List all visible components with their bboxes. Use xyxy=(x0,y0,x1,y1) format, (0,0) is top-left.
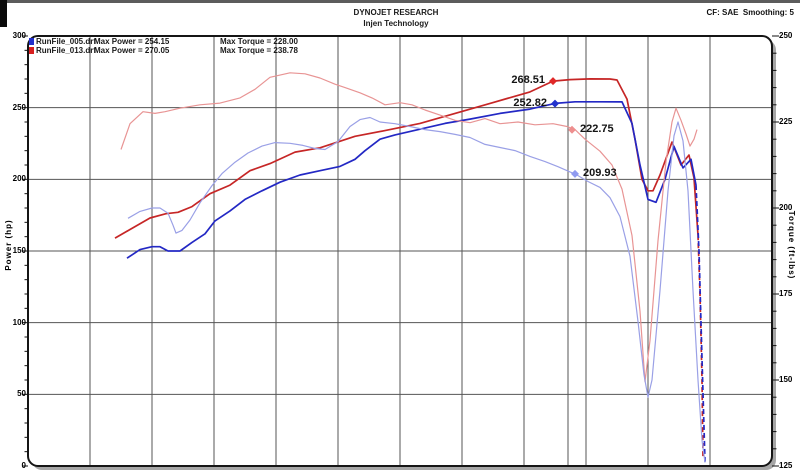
y-right-tick-label: 125 xyxy=(779,461,793,470)
report-subtitle: Injen Technology xyxy=(363,19,429,28)
curve-runfile-005-drf-torque xyxy=(127,116,706,463)
point-value-label: 209.93 xyxy=(583,166,617,179)
point-value-label: 222.75 xyxy=(580,122,614,135)
report-title: DYNOJET RESEARCH xyxy=(353,8,439,17)
y-right-tick-label: 150 xyxy=(779,375,793,384)
point-value-label: 252.82 xyxy=(513,96,547,109)
gridlines xyxy=(28,36,772,466)
curves xyxy=(114,72,706,463)
point-markers xyxy=(549,77,579,178)
window-top-edge xyxy=(0,0,800,3)
legend-run005-file: RunFile_005.drf xyxy=(36,37,97,46)
legend-color-chip-run013 xyxy=(29,46,34,54)
point-marker-diamond xyxy=(549,77,557,86)
power-axis-title: Power (hp) xyxy=(4,219,13,271)
y-left-tick-label: 250 xyxy=(12,102,26,112)
curve-runfile-013-drf-torque xyxy=(120,72,698,383)
correction-smoothing-info: CF: SAE Smoothing: 5 xyxy=(706,8,794,17)
y-left-tick-label: 300 xyxy=(12,31,26,40)
y-right-tick-label: 175 xyxy=(779,289,793,298)
window-corner-tab xyxy=(0,0,7,27)
y-left-tick-label: 50 xyxy=(17,389,26,399)
y-left-tick-label: 100 xyxy=(12,317,26,327)
y-left-tick-label: 150 xyxy=(12,246,26,255)
curve-runfile-005-drf-power xyxy=(126,100,697,259)
point-marker-diamond xyxy=(568,125,576,134)
legend-run005-torque: Max Torque = 228.00 xyxy=(220,37,298,46)
y-right-tick-label: 200 xyxy=(779,203,793,212)
point-marker-diamond xyxy=(571,169,579,178)
legend-run005-power: Max Power = 254.15 xyxy=(94,37,170,46)
legend-run013-torque: Max Torque = 238.78 xyxy=(220,45,298,55)
curve-runfile-005-drf-power-dashed-tail- xyxy=(695,185,706,462)
curve-runfile-013-drf-power xyxy=(114,78,699,239)
axis-ticks xyxy=(22,35,779,467)
y-left-tick-label: 0 xyxy=(21,461,26,470)
point-value-label: 268.51 xyxy=(511,74,545,87)
y-right-tick-label: 225 xyxy=(779,117,793,126)
torque-axis-title: Torque (ft-lbs) xyxy=(787,210,796,280)
y-left-tick-label: 200 xyxy=(12,174,26,184)
legend-run013-file: RunFile_013.drf xyxy=(36,45,97,55)
legend-color-chip-run005 xyxy=(29,38,34,45)
y-right-tick-label: 250 xyxy=(779,31,793,40)
legend-run013-power: Max Power = 270.05 xyxy=(94,45,170,55)
point-marker-diamond xyxy=(551,99,559,108)
